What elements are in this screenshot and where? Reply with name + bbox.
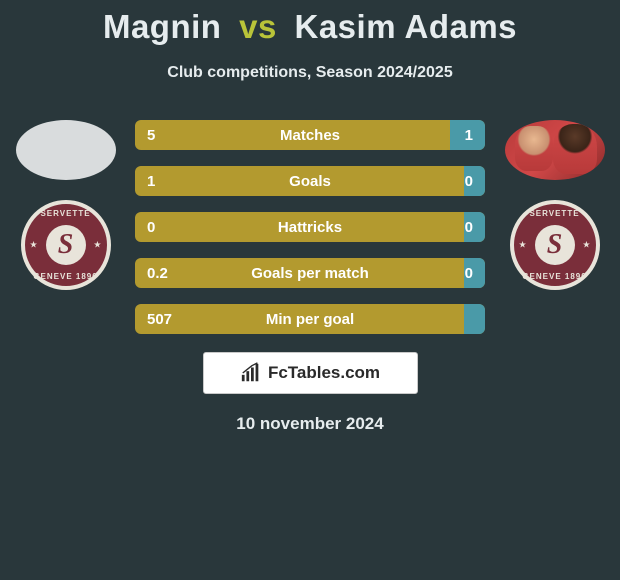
stat-row: 0.2Goals per match0 (135, 258, 485, 288)
right-player-column: SERVETTE ★ S ★ GENEVE 1890 (497, 120, 612, 290)
stat-label: Goals (135, 173, 485, 190)
comparison-title: Magnin vs Kasim Adams (0, 0, 620, 46)
stat-row: 1Goals0 (135, 166, 485, 196)
stat-label: Min per goal (135, 311, 485, 328)
club-name-bottom: GENEVE 1890 (33, 272, 97, 281)
player1-name: Magnin (103, 8, 221, 45)
chart-icon (240, 362, 262, 384)
brand-badge: FcTables.com (203, 352, 418, 394)
stat-row: 507Min per goal (135, 304, 485, 334)
season-subtitle: Club competitions, Season 2024/2025 (0, 64, 620, 82)
player1-photo (16, 120, 116, 180)
club-monogram: S (46, 225, 86, 265)
stat-bars: 5Matches1 1Goals0 0Hattricks0 0.2Goals per … (135, 120, 485, 334)
star-icon: ★ (93, 240, 101, 251)
star-icon: ★ (519, 240, 527, 251)
player2-name: Kasim Adams (295, 8, 518, 45)
snapshot-date: 10 november 2024 (0, 414, 620, 434)
star-icon: ★ (30, 240, 38, 251)
comparison-content: SERVETTE ★ S ★ GENEVE 1890 SERVETTE ★ S … (0, 120, 620, 434)
player1-club-badge: SERVETTE ★ S ★ GENEVE 1890 (21, 200, 111, 290)
stat-label: Matches (135, 127, 485, 144)
club-name-bottom: GENEVE 1890 (522, 272, 586, 281)
stat-label: Goals per match (135, 265, 485, 282)
player2-photo (505, 120, 605, 180)
stat-row: 0Hattricks0 (135, 212, 485, 242)
stat-row: 5Matches1 (135, 120, 485, 150)
club-monogram: S (535, 225, 575, 265)
club-name-top: SERVETTE (40, 209, 90, 218)
vs-separator: vs (239, 8, 277, 45)
player2-club-badge: SERVETTE ★ S ★ GENEVE 1890 (510, 200, 600, 290)
left-player-column: SERVETTE ★ S ★ GENEVE 1890 (8, 120, 123, 290)
club-name-top: SERVETTE (529, 209, 579, 218)
star-icon: ★ (582, 240, 590, 251)
brand-text: FcTables.com (268, 363, 380, 383)
stat-label: Hattricks (135, 219, 485, 236)
